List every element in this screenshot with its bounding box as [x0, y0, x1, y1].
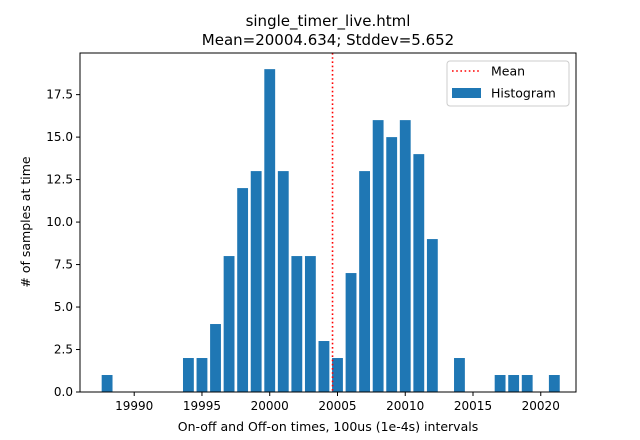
x-tick-label: 20010 — [386, 399, 424, 413]
histogram-bar — [426, 239, 438, 392]
legend-histogram-label: Histogram — [491, 86, 556, 101]
legend: Mean Histogram — [446, 60, 570, 107]
histogram-bar — [548, 375, 560, 392]
y-tick-label: 2.5 — [54, 343, 73, 357]
histogram-bar — [250, 171, 262, 392]
histogram-bar — [372, 120, 384, 393]
x-tick-label: 20015 — [454, 399, 492, 413]
histogram-bar — [399, 120, 411, 393]
histogram-bar — [101, 375, 113, 392]
y-tick-label: 0.0 — [54, 385, 73, 399]
y-tick-label: 7.5 — [54, 258, 73, 272]
histogram-bar — [521, 375, 533, 392]
histogram-bar — [264, 69, 276, 392]
x-tick-label: 19995 — [183, 399, 221, 413]
histogram-bar — [304, 256, 316, 392]
histogram-bar — [413, 154, 425, 392]
histogram-bar — [508, 375, 520, 392]
histogram-bar — [210, 324, 221, 392]
y-tick-label: 12.5 — [46, 173, 73, 187]
histogram-bar — [386, 137, 398, 392]
bars-group — [101, 69, 560, 393]
legend-mean-label: Mean — [491, 64, 525, 79]
x-tick-label: 20000 — [251, 399, 289, 413]
chart-subtitle: Mean=20004.634; Stddev=5.652 — [202, 31, 454, 49]
histogram-bar — [332, 358, 343, 392]
histogram-bar — [277, 171, 289, 392]
histogram-bar — [182, 358, 194, 392]
histogram-bar — [237, 188, 249, 392]
histogram-bar — [223, 256, 235, 392]
y-tick-label: 10.0 — [46, 215, 73, 229]
histogram-bar — [494, 375, 506, 392]
histogram-bar — [318, 341, 330, 392]
y-tick-label: 5.0 — [54, 300, 73, 314]
x-axis-label: On-off and Off-on times, 100us (1e-4s) i… — [178, 419, 478, 434]
x-tick-label: 20020 — [522, 399, 560, 413]
x-tick-label: 20005 — [318, 399, 356, 413]
x-axis: 19990 19995 20000 20005 20010 20015 20020 — [115, 392, 560, 413]
histogram-bar — [291, 256, 303, 392]
x-tick-label: 19990 — [115, 399, 153, 413]
histogram-bar — [345, 273, 357, 392]
y-axis-label: # of samples at time — [18, 156, 33, 287]
histogram-bar — [359, 171, 371, 392]
chart-title: single_timer_live.html — [246, 12, 411, 31]
y-tick-label: 17.5 — [46, 88, 73, 102]
y-axis: 0.0 2.5 5.0 7.5 10.0 12.5 15.0 17.5 — [46, 88, 80, 399]
legend-histogram-swatch — [452, 88, 481, 98]
y-tick-label: 15.0 — [46, 130, 73, 144]
histogram-bar — [196, 358, 208, 392]
histogram-bar — [454, 358, 465, 392]
